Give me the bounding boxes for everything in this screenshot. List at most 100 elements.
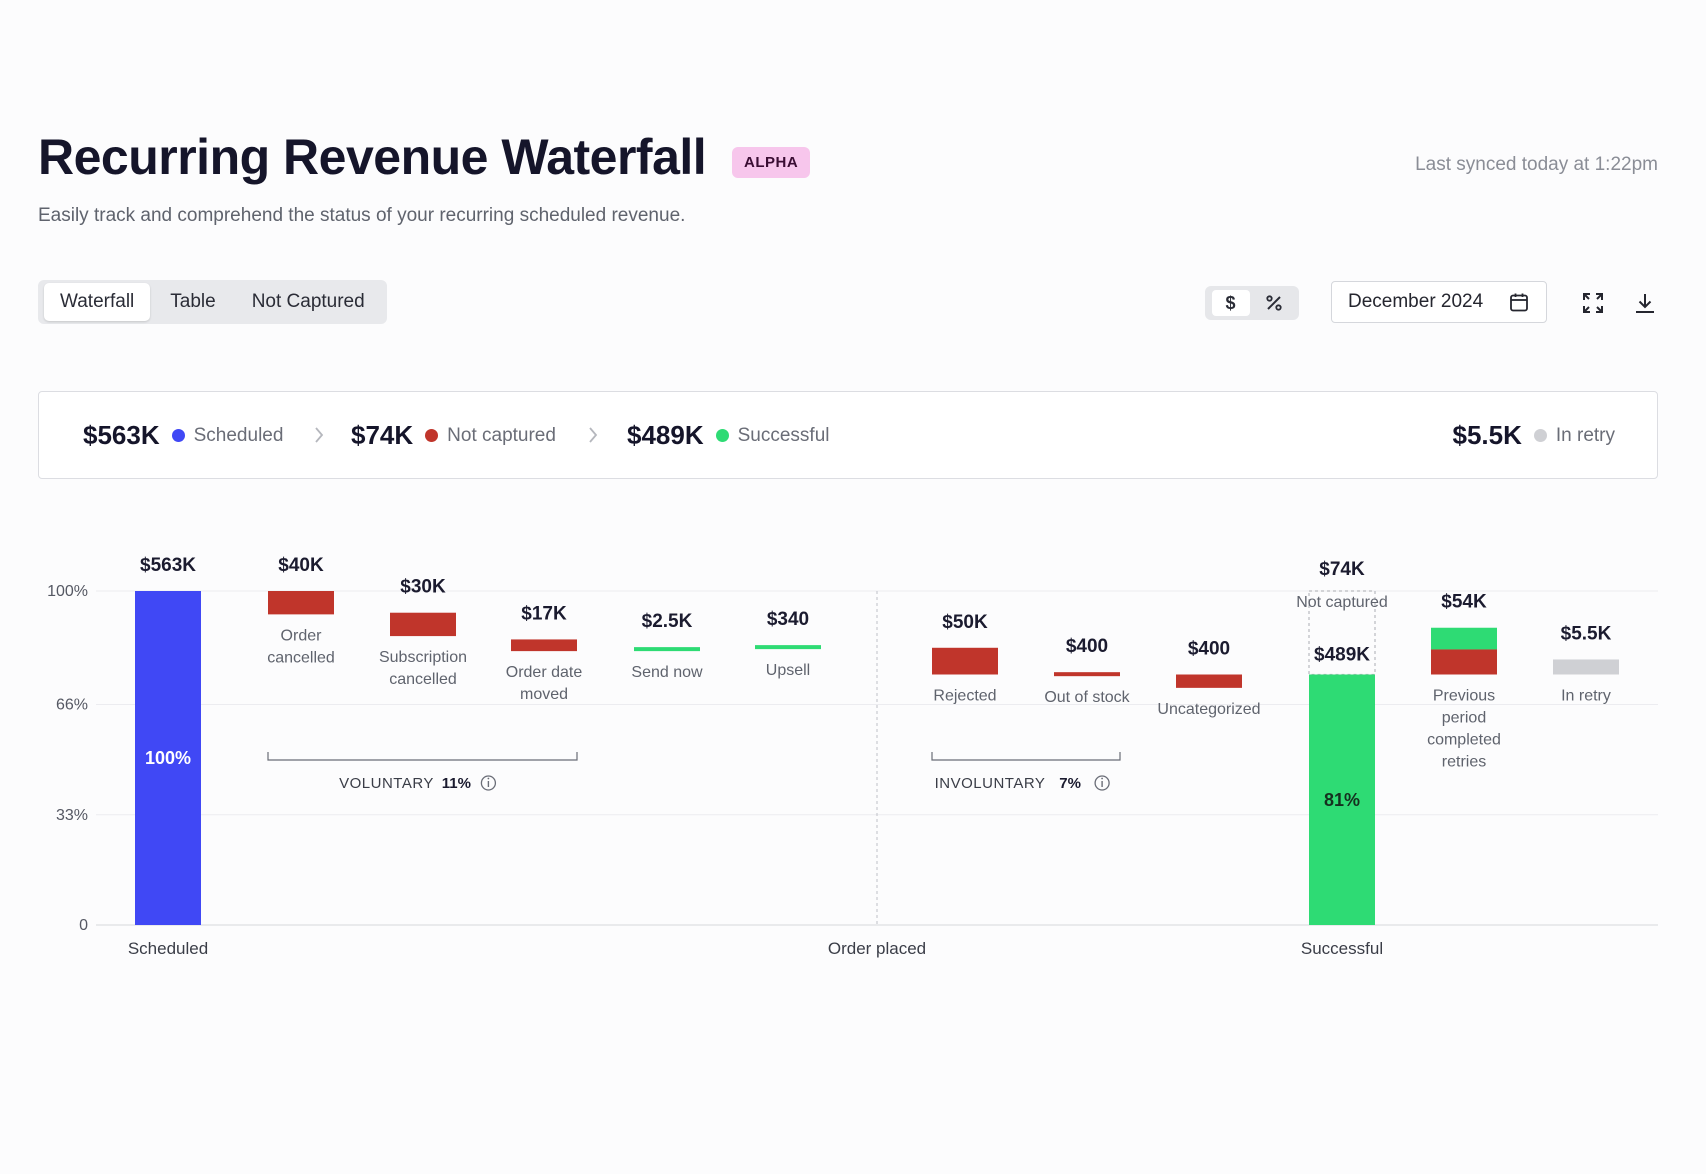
bar: [1309, 674, 1375, 925]
y-tick-label: 100%: [47, 583, 88, 600]
bar-value-label: $30K: [400, 577, 446, 598]
bar-category-label-line: retries: [1442, 754, 1486, 771]
chevron-right-icon: [589, 427, 598, 443]
bar: [1553, 659, 1619, 675]
summary-in-retry-value: $5.5K: [1452, 420, 1522, 450]
bar-category-label: Uncategorized: [1157, 701, 1260, 718]
summary-bar: $563K Scheduled $74K Not captured $489K …: [38, 391, 1658, 479]
bar-value-label: $17K: [521, 603, 567, 624]
page-subtitle: Easily track and comprehend the status o…: [38, 205, 686, 226]
group-bracket: [267, 752, 578, 761]
bar-category-label-line: Rejected: [933, 688, 996, 705]
bar-value-label: $400: [1188, 639, 1230, 660]
x-group-label: Scheduled: [128, 939, 208, 958]
dollar-icon: $: [1225, 292, 1236, 313]
bar-category-label-line: Order date: [506, 664, 583, 681]
bar-category-label: Send now: [631, 664, 703, 681]
bar-category-label-line: Previous: [1433, 688, 1495, 705]
y-tick-label: 66%: [56, 697, 88, 714]
bar-category-label: In retry: [1561, 688, 1611, 705]
y-tick-label: 0: [79, 917, 88, 934]
tab-not-captured[interactable]: Not Captured: [251, 291, 365, 312]
bar-category-label-line: In retry: [1561, 688, 1611, 705]
bar: [390, 612, 456, 637]
bar-value-label: $54K: [1441, 592, 1487, 613]
summary-not-captured-label: Not captured: [447, 424, 556, 446]
summary-successful-label: Successful: [737, 424, 830, 446]
bar-category-label: Subscription cancelled: [379, 649, 467, 688]
expand-icon: [1583, 293, 1603, 313]
summary-not-captured: $74K Not captured: [351, 420, 556, 451]
summary-in-retry-label: In retry: [1555, 424, 1615, 446]
x-group-label: Order placed: [828, 939, 926, 958]
tab-table[interactable]: Table: [170, 291, 216, 312]
bar-value-label: $40K: [278, 555, 324, 576]
not-captured-dot-icon: [425, 429, 439, 442]
alpha-badge: ALPHA: [732, 147, 811, 178]
page-title: Recurring Revenue Waterfall: [38, 129, 707, 185]
bar: [1176, 674, 1242, 688]
bar-category-label-line: period: [1442, 710, 1486, 727]
group-pct: 11%: [442, 775, 471, 792]
group-label: INVOLUNTARY: [935, 775, 1046, 792]
info-icon-dot: [487, 777, 490, 780]
bar-value-label: $489K: [1314, 645, 1370, 666]
percent-icon: [1265, 295, 1282, 311]
fullscreen-button[interactable]: [1578, 288, 1608, 318]
summary-scheduled-label: Scheduled: [193, 424, 284, 446]
unit-toggle: $: [1205, 286, 1299, 320]
info-icon: [480, 775, 497, 791]
bar: [755, 645, 821, 650]
bar-category-label-line: Send now: [631, 664, 703, 681]
bar: [932, 647, 998, 675]
bar: [1431, 649, 1497, 675]
bar-category-label: Out of stock: [1044, 689, 1130, 706]
chevron-right-icon: [315, 427, 324, 443]
bar-value-label: $5.5K: [1561, 623, 1612, 644]
last-synced-text: Last synced today at 1:22pm: [1415, 154, 1658, 175]
bar-category-label: Upsell: [766, 662, 810, 679]
summary-successful-value: $489K: [627, 420, 704, 450]
bar-inner-label: 100%: [145, 748, 191, 768]
bar: [511, 639, 577, 652]
summary-successful: $489K Successful: [627, 420, 830, 451]
bar-category-label-line: moved: [520, 686, 568, 703]
month-picker[interactable]: December 2024: [1331, 281, 1547, 323]
info-icon-dot: [1101, 777, 1103, 780]
bar-category-label-line: cancelled: [267, 649, 335, 666]
bar-value-label: $400: [1066, 636, 1108, 657]
calendar-icon: [1510, 293, 1528, 312]
percent-toggle-button[interactable]: [1255, 290, 1293, 316]
bar: [135, 591, 201, 925]
tab-waterfall[interactable]: Waterfall: [44, 283, 151, 321]
bar-inner-label: 81%: [1324, 790, 1360, 810]
view-tabs: Waterfall Table Not Captured: [38, 280, 387, 324]
summary-scheduled: $563K Scheduled: [83, 420, 283, 451]
summary-scheduled-value: $563K: [83, 420, 160, 450]
summary-in-retry: $5.5K In retry: [1452, 420, 1615, 451]
bar-category-label-line: Out of stock: [1044, 689, 1130, 706]
bar-category-label-line: Order: [281, 627, 323, 644]
info-icon: [1094, 775, 1110, 791]
in-retry-dot-icon: [1533, 429, 1547, 442]
bar-top-caption: Not captured: [1296, 594, 1388, 611]
bar-value-label: $340: [767, 609, 809, 630]
waterfall-chart: 0 33% 66% 100% Scheduled Order placed Successf…: [47, 555, 1658, 958]
month-picker-value: December 2024: [1348, 291, 1484, 312]
dollar-toggle-button[interactable]: $: [1211, 290, 1250, 316]
download-icon: [1636, 294, 1654, 313]
bar-top-value-label: $74K: [1319, 559, 1365, 580]
bar-cap: [1431, 627, 1497, 650]
bar-category-label: Previous period completed retries: [1427, 688, 1501, 771]
bar-category-label-line: cancelled: [389, 671, 457, 688]
group-pct: 7%: [1059, 775, 1081, 792]
download-button[interactable]: [1630, 288, 1660, 318]
bar-value-label: $50K: [942, 612, 988, 633]
bar-category-label: Rejected: [933, 688, 996, 705]
bar-category-label-line: completed: [1427, 732, 1501, 749]
bar-category-label: Order date moved: [506, 664, 583, 703]
group-label: VOLUNTARY: [339, 775, 434, 792]
bar-category-label: Order cancelled: [267, 627, 335, 666]
bar: [1054, 672, 1120, 677]
bar: [268, 591, 334, 615]
